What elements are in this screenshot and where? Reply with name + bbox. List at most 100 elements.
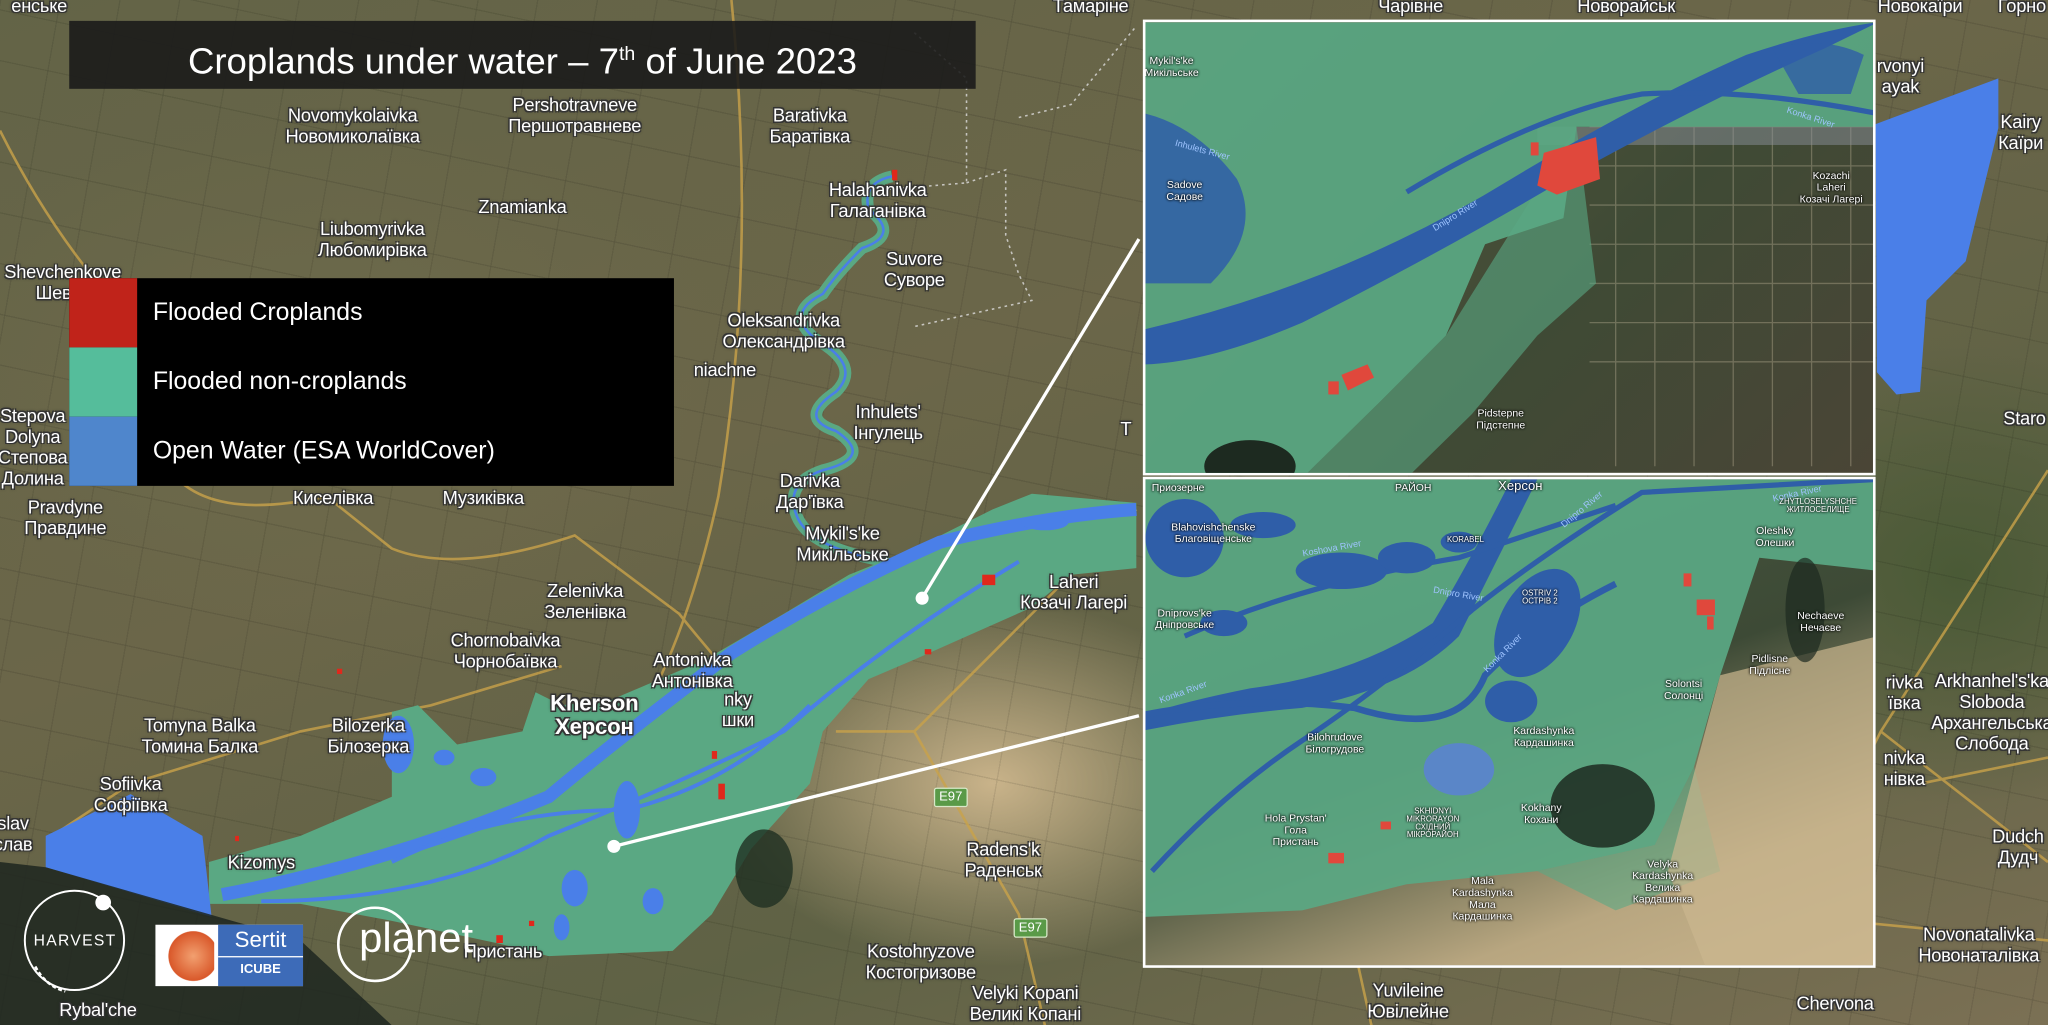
place-label: Baratіvka Баратівка: [770, 104, 851, 146]
place-label-line: ївка: [1888, 692, 1921, 714]
place-label-line: Любомирівка: [317, 239, 427, 260]
place-label: Pershotravneve Першотравневе: [508, 94, 641, 136]
planet-logo: planet: [336, 904, 506, 985]
dnipro-river-inset: [1145, 22, 1873, 365]
forest: [1785, 557, 1825, 663]
place-label-line: Слобода: [1955, 732, 2029, 754]
inset-label: Kardashynka Кардашинка: [1513, 724, 1575, 749]
place-label-line: Pershotravneve: [512, 94, 637, 115]
legend: Flooded Croplands Flooded non-croplands …: [69, 278, 674, 486]
lakes-inset: [1145, 498, 1581, 783]
map-title: Croplands under water – 7th of June 2023: [69, 20, 976, 89]
lake-kardashynka: [1423, 743, 1495, 796]
sertit-emblem: [161, 929, 215, 983]
place-label: Чарівне: [1378, 0, 1443, 16]
inset-label: Приозерне: [1151, 481, 1205, 494]
place-label-line: Tomyna Balka: [143, 714, 256, 736]
icube-text: ICUBE: [240, 962, 281, 977]
place-label-line: Дар'ївка: [776, 491, 844, 512]
place-label-line: Stepova: [0, 404, 66, 426]
inset-label: KORABEL: [1446, 536, 1484, 545]
inset-label: Bilohrudove Білогрудове: [1305, 731, 1365, 755]
place-label: Velyki Kopani Великі Копані: [970, 982, 1082, 1024]
place-label-line: nky: [724, 688, 752, 710]
dnipro-river: [220, 502, 1137, 902]
place-label-line: Zelenivka: [547, 579, 624, 601]
place-label-line: Radens'k: [966, 838, 1040, 860]
legend-item-open-water: Open Water (ESA WorldCover): [69, 416, 674, 486]
inset-label: Nechaeve Нечаєве: [1797, 609, 1845, 634]
place-label-line: Правдине: [24, 517, 107, 539]
place-label-line: Долина: [1, 467, 64, 489]
sertit-panel: Sertit ICUBE: [218, 924, 304, 987]
flooded-croplands-inset: [1328, 573, 1715, 864]
forest: [1204, 440, 1296, 473]
place-label: Znamianka: [478, 196, 566, 217]
place-label-line: Зеленівка: [544, 600, 626, 622]
inset-label: Velyka Kardashynka Велика Кардашинка: [1632, 858, 1694, 906]
place-label-line: Архангельська: [1931, 711, 2048, 733]
place-label-line: Раденськ: [964, 859, 1042, 881]
place-label: Halahanivka Галаганівка: [829, 179, 927, 221]
road: [51, 664, 563, 838]
place-label-line: Степова: [0, 446, 68, 468]
legend-label: Flooded non-croplands: [152, 368, 407, 396]
place-label-line: Каїри: [1998, 131, 2044, 153]
river-branch: [261, 559, 1020, 904]
inset-label: Pidlisne Підлісне: [1749, 653, 1791, 677]
place-label: Arkhanhel's'ka Sloboda Архангельська Слобод…: [1931, 670, 2048, 754]
place-label-line: slav: [0, 812, 29, 834]
title-text-end: of June 2023: [635, 40, 857, 82]
place-label-line: Sloboda: [1959, 690, 2025, 712]
place-label: Rybal'che: [59, 999, 137, 1020]
place-label: Liubomyrivka Любомирівка: [318, 218, 427, 260]
inset-map-bottom: Приозерне РАЙОН Херсон Blahovishchenske Б…: [1142, 476, 1876, 968]
inhulets-river: [792, 175, 893, 563]
inset-label: ZHYTLOSELYSHCHE ЖИТЛОСЕЛИЩЕ: [1779, 498, 1858, 515]
place-label-line: Znamianka: [478, 195, 567, 217]
place-label-line: Kizomys: [227, 851, 296, 873]
lake-inset: [1772, 43, 1864, 95]
place-label: nky шки: [722, 688, 754, 730]
place-label-line: Inhulets': [855, 400, 921, 422]
planet-logo-text: planet: [359, 914, 474, 962]
place-label: Kostohryzove Костогризове: [866, 940, 977, 982]
place-label: Горно: [1998, 0, 2046, 16]
place-label-line: Arkhanhel's'ka: [1934, 670, 2048, 691]
inset-label: Sadove Садове: [1166, 178, 1203, 203]
place-label-line: Олександрівка: [722, 330, 846, 352]
place-label: Chornobaivka Чорнобаївка: [451, 630, 561, 672]
place-label-line: Suvore: [886, 248, 943, 270]
road: [1357, 966, 1373, 1025]
place-label-line: нівка: [1883, 767, 1925, 789]
inset-label: Blahovishchenske Благовіщенське: [1171, 521, 1256, 545]
place-label: Inhulets' Інгулець: [853, 400, 923, 443]
inset-label: Hola Prystan' Гола Пристань: [1264, 812, 1327, 848]
place-label-line: T: [1120, 417, 1132, 439]
place-label: Тамаріне: [1053, 0, 1129, 16]
place-label: Novomykolaivka Новомиколаївка: [285, 104, 420, 146]
place-label-line: ayak: [1881, 75, 1920, 97]
place-label: rvonyi ayak: [1877, 55, 1924, 97]
sertit-text: Sertit: [218, 925, 304, 958]
place-label: Dudch Дудч: [1992, 825, 2044, 867]
place-label-line: шки: [721, 709, 755, 731]
place-label: nivka нівка: [1883, 747, 1926, 789]
place-label-line: Chervona: [1796, 992, 1874, 1014]
place-label-line: Новонаталівка: [1918, 944, 2040, 966]
road: [651, 0, 744, 693]
place-label-line: Горно: [1997, 0, 2046, 16]
place-label: Bilozerka Білозерка: [327, 714, 409, 756]
place-label-line: Білозерка: [327, 735, 410, 757]
place-label: rivka ївка: [1886, 671, 1924, 714]
place-label-line: Томина Балка: [141, 735, 259, 757]
place-label-line: Галаганівка: [829, 199, 926, 221]
place-label-line: Новокаїри: [1877, 0, 1963, 16]
road: [0, 130, 785, 733]
road-sign-e97: E97: [1013, 918, 1048, 938]
flooded-croplands-inset: [1328, 137, 1600, 395]
inset-bottom-overlay: [1145, 479, 1873, 966]
place-label: Pravdyne Правдине: [24, 496, 106, 538]
